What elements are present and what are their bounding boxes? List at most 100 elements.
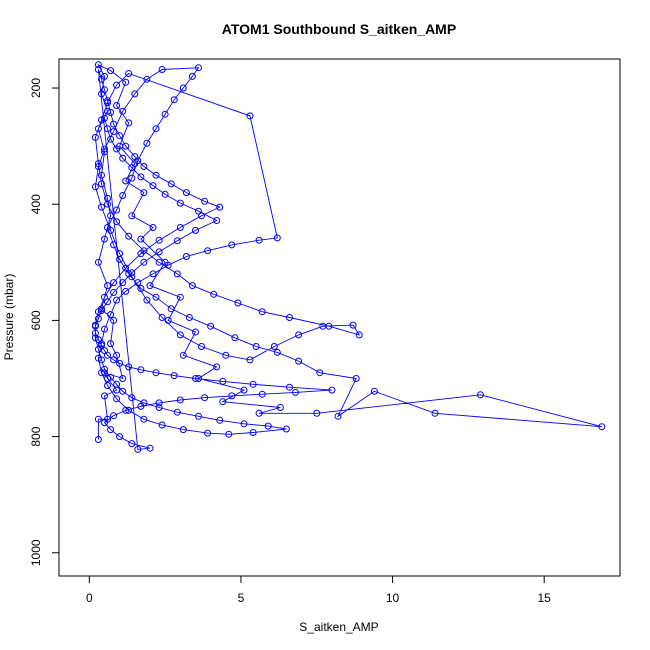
y-axis-label: Pressure (mbar): [2, 274, 16, 361]
data-point: [155, 258, 163, 266]
data-point: [119, 279, 127, 287]
data-point: [137, 285, 145, 292]
data-point: [101, 347, 108, 355]
y-tick-label: 400: [29, 194, 43, 214]
data-point: [182, 253, 190, 260]
data-point: [110, 241, 118, 249]
data-point: [101, 419, 108, 427]
y-tick-label: 200: [29, 78, 43, 98]
data-point: [155, 399, 163, 407]
data-point: [140, 189, 148, 197]
data-point: [195, 64, 202, 72]
data-point: [264, 422, 272, 430]
data-point: [170, 96, 178, 104]
y-axis: 200 400 600 800 1000: [29, 78, 60, 566]
data-point: [176, 396, 184, 404]
data-point: [131, 153, 139, 161]
data-layer: [91, 61, 606, 453]
data-point: [164, 261, 172, 269]
data-point: [107, 135, 115, 143]
data-point: [167, 180, 175, 188]
data-point: [246, 112, 254, 120]
data-point: [258, 308, 266, 316]
data-point: [286, 314, 293, 321]
data-point: [352, 375, 360, 382]
data-point: [107, 373, 115, 381]
data-point: [94, 415, 102, 423]
data-point: [101, 365, 108, 373]
data-point: [125, 119, 133, 127]
data-point: [334, 412, 342, 420]
data-point: [255, 236, 263, 244]
data-point: [137, 173, 145, 181]
data-point: [113, 395, 121, 403]
data-point: [107, 108, 115, 116]
data-point: [128, 273, 136, 281]
data-point: [207, 322, 215, 330]
data-point: [143, 139, 151, 147]
data-point: [101, 369, 108, 377]
data-point: [140, 415, 148, 423]
data-point: [131, 90, 139, 98]
data-point: [104, 375, 111, 382]
data-point: [173, 237, 181, 245]
data-point: [94, 258, 102, 266]
data-point: [94, 66, 102, 73]
data-point: [107, 311, 115, 319]
data-point: [273, 234, 281, 242]
data-point: [94, 125, 102, 133]
data-point: [110, 316, 118, 324]
data-point: [94, 61, 102, 69]
data-point: [101, 392, 108, 400]
data-point: [164, 316, 172, 324]
data-point: [146, 444, 154, 452]
data-point: [328, 386, 336, 394]
x-tick-label: 10: [386, 591, 400, 605]
data-point: [149, 182, 157, 190]
data-point: [94, 336, 102, 344]
data-point: [98, 307, 105, 314]
data-point: [116, 132, 124, 140]
x-tick-label: 15: [538, 591, 552, 605]
data-point: [152, 293, 160, 301]
data-point: [143, 75, 151, 83]
data-point: [104, 298, 111, 306]
data-point: [161, 110, 169, 118]
data-point: [231, 334, 239, 342]
data-point: [176, 224, 184, 231]
data-point: [98, 341, 105, 349]
data-point: [119, 154, 127, 162]
data-point: [246, 356, 254, 364]
data-point: [110, 279, 118, 287]
data-point: [110, 412, 118, 420]
data-point: [116, 359, 124, 367]
data-point: [213, 363, 221, 371]
data-point: [104, 200, 111, 208]
data-point: [113, 296, 121, 304]
data-point: [98, 171, 105, 179]
x-tick-label: 0: [86, 591, 93, 605]
data-point: [598, 423, 606, 431]
data-point: [158, 66, 166, 73]
data-point: [104, 125, 111, 133]
data-point: [122, 142, 130, 150]
data-point: [210, 290, 218, 298]
data-point: [119, 375, 127, 382]
data-point: [140, 258, 148, 266]
data-point: [128, 440, 136, 448]
data-point: [137, 250, 145, 258]
data-point: [249, 380, 257, 388]
data-point: [170, 372, 178, 380]
data-point: [477, 391, 484, 399]
data-point: [125, 406, 133, 414]
data-point: [119, 387, 127, 395]
data-point: [122, 177, 130, 185]
data-point: [295, 331, 303, 339]
plot-frame: [58, 58, 621, 577]
data-point: [98, 203, 105, 211]
data-point: [276, 404, 284, 411]
data-point: [94, 308, 102, 316]
data-point: [116, 433, 124, 441]
data-point: [107, 67, 115, 75]
